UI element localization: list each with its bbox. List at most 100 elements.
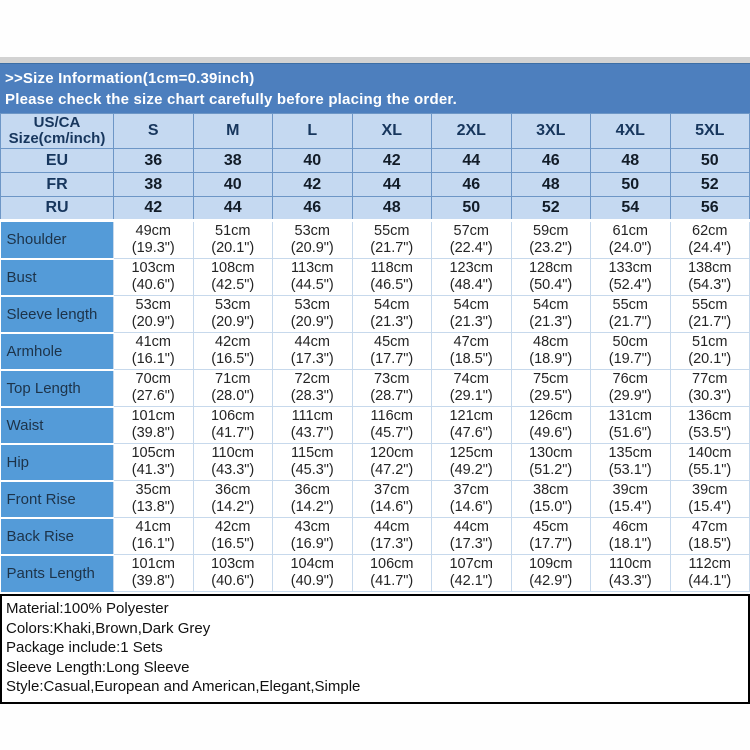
measurement-value-cell: 116cm (45.7") <box>351 406 432 444</box>
value-cm: 41cm <box>135 334 171 350</box>
value-inch: (47.6") <box>449 425 493 441</box>
value-cm: 41cm <box>135 519 171 535</box>
corner-header-line2: Size(cm/inch) <box>8 130 106 147</box>
section-divider <box>0 57 750 63</box>
value-inch: (17.3") <box>449 536 493 552</box>
measurement-value-cell: 51cm (20.1") <box>669 332 750 370</box>
value-inch: (16.5") <box>211 536 255 552</box>
value-cm: 47cm <box>692 519 728 535</box>
value-cm: 50cm <box>612 334 648 350</box>
measurement-value-cell: 112cm (44.1") <box>669 554 750 592</box>
measurement-value-cell: 43cm (16.9") <box>272 517 353 555</box>
size-col-header: S <box>113 113 194 149</box>
corner-header-cell: US/CA Size(cm/inch) <box>0 113 114 149</box>
product-info-line: Material:100% Polyester <box>6 600 169 617</box>
value-inch: (15.0") <box>529 499 573 515</box>
value-cm: 71cm <box>215 371 251 387</box>
value-cm: 36cm <box>294 482 330 498</box>
value-inch: (51.6") <box>608 425 652 441</box>
region-label: FR <box>0 172 114 197</box>
value-cm: 44cm <box>294 334 330 350</box>
value-inch: (44.5") <box>290 277 334 293</box>
measurement-value-cell: 126cm (49.6") <box>510 406 591 444</box>
measurement-value-cell: 110cm (43.3") <box>590 554 671 592</box>
measurement-value-cell: 48cm (18.9") <box>510 332 591 370</box>
region-value-cell: 50 <box>590 172 671 197</box>
value-inch: (23.2") <box>529 240 573 256</box>
value-cm: 128cm <box>528 260 573 276</box>
value-cm: 120cm <box>369 445 414 461</box>
measurement-value-cell: 55cm (21.7") <box>590 295 671 333</box>
measurement-value-cell: 47cm (18.5") <box>431 332 512 370</box>
value-inch: (21.7") <box>608 314 652 330</box>
measurement-value-cell: 106cm (41.7") <box>192 406 273 444</box>
measurement-value-cell: 47cm (18.5") <box>669 517 750 555</box>
value-inch: (14.2") <box>290 499 334 515</box>
measurement-value-cell: 133cm (52.4") <box>590 258 671 296</box>
measurement-value-cell: 77cm (30.3") <box>669 369 750 407</box>
measurement-value-cell: 103cm (40.6") <box>113 258 194 296</box>
value-inch: (15.4") <box>608 499 652 515</box>
measurement-value-cell: 109cm (42.9") <box>510 554 591 592</box>
region-value-cell: 52 <box>510 196 591 221</box>
value-cm: 42cm <box>215 334 251 350</box>
measurement-value-cell: 39cm (15.4") <box>669 480 750 518</box>
value-cm: 125cm <box>449 445 494 461</box>
value-cm: 39cm <box>692 482 728 498</box>
value-cm: 43cm <box>294 519 330 535</box>
measurement-label: Shoulder <box>0 219 114 259</box>
value-cm: 53cm <box>135 297 171 313</box>
value-cm: 109cm <box>528 556 573 572</box>
measurement-value-cell: 75cm (29.5") <box>510 369 591 407</box>
region-row: EU 36 38 40 42 44 46 48 50 <box>0 148 750 173</box>
value-cm: 55cm <box>692 297 728 313</box>
measurement-value-cell: 110cm (43.3") <box>192 443 273 481</box>
measurement-value-cell: 54cm (21.3") <box>510 295 591 333</box>
value-cm: 131cm <box>608 408 653 424</box>
measurement-value-cell: 44cm (17.3") <box>272 332 353 370</box>
value-inch: (19.3") <box>131 240 175 256</box>
value-inch: (16.9") <box>290 536 334 552</box>
measurement-value-cell: 49cm (19.3") <box>113 219 194 259</box>
size-col-header: 4XL <box>590 113 671 149</box>
value-cm: 53cm <box>294 223 330 239</box>
value-cm: 121cm <box>449 408 494 424</box>
value-cm: 133cm <box>608 260 653 276</box>
measurement-value-cell: 41cm (16.1") <box>113 332 194 370</box>
region-value-cell: 48 <box>590 148 671 173</box>
value-cm: 110cm <box>211 445 254 461</box>
value-inch: (40.6") <box>131 277 175 293</box>
measurement-value-cell: 71cm (28.0") <box>192 369 273 407</box>
value-cm: 35cm <box>135 482 171 498</box>
value-cm: 73cm <box>374 371 410 387</box>
value-cm: 53cm <box>215 297 251 313</box>
value-inch: (30.3") <box>688 388 732 404</box>
value-inch: (20.9") <box>290 240 334 256</box>
value-cm: 107cm <box>449 556 494 572</box>
measurement-value-cell: 76cm (29.9") <box>590 369 671 407</box>
value-inch: (18.5") <box>688 536 732 552</box>
value-inch: (41.7") <box>370 573 414 589</box>
value-cm: 115cm <box>291 445 334 461</box>
measurement-value-cell: 53cm (20.9") <box>272 295 353 333</box>
measurement-value-cell: 101cm (39.8") <box>113 406 194 444</box>
value-inch: (22.4") <box>449 240 493 256</box>
product-info-line: Package include:1 Sets <box>6 639 163 656</box>
measurement-value-cell: 104cm (40.9") <box>272 554 353 592</box>
measurement-value-cell: 123cm (48.4") <box>431 258 512 296</box>
region-value-cell: 52 <box>669 172 750 197</box>
value-inch: (28.3") <box>290 388 334 404</box>
region-row: RU 42 44 46 48 50 52 54 56 <box>0 196 750 221</box>
measurement-row: Top Length 70cm (27.6") 71cm (28.0") 72cm (28.… <box>0 368 750 407</box>
measurement-row: Bust 103cm (40.6") 108cm (42.5") 113cm (44.5")… <box>0 257 750 296</box>
measurement-value-cell: 138cm (54.3") <box>669 258 750 296</box>
value-inch: (16.1") <box>131 536 175 552</box>
value-inch: (45.3") <box>290 462 334 478</box>
measurement-value-cell: 38cm (15.0") <box>510 480 591 518</box>
value-inch: (21.7") <box>370 240 414 256</box>
measurement-value-cell: 120cm (47.2") <box>351 443 432 481</box>
measurement-value-cell: 55cm (21.7") <box>669 295 750 333</box>
region-value-cell: 46 <box>510 148 591 173</box>
measurement-value-cell: 70cm (27.6") <box>113 369 194 407</box>
measurement-value-cell: 103cm (40.6") <box>192 554 273 592</box>
